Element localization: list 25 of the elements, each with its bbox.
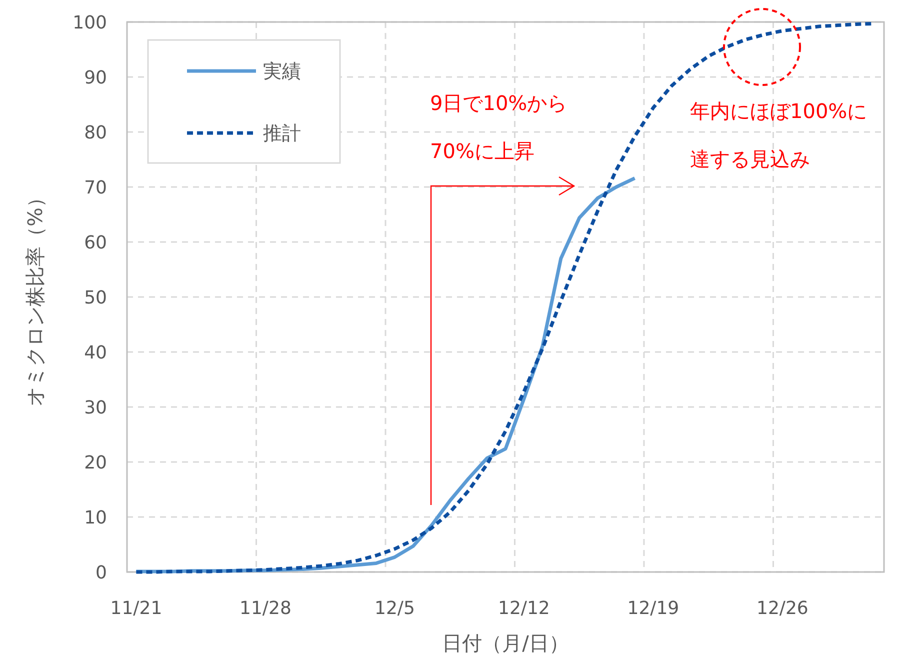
y-tick-label: 30 xyxy=(84,397,107,418)
y-tick-label: 70 xyxy=(84,177,107,198)
annotation: 年内にほぼ100%に xyxy=(690,99,868,123)
y-axis-title: オミクロン株比率（%） xyxy=(23,187,47,407)
y-tick-label: 50 xyxy=(84,287,107,308)
x-tick-label: 12/26 xyxy=(756,598,808,619)
x-axis-title: 日付（月/日） xyxy=(442,631,569,655)
x-tick-label: 12/5 xyxy=(374,598,415,619)
annotation: 達する見込み xyxy=(690,147,810,171)
x-tick-label: 11/28 xyxy=(240,598,292,619)
annotation: 9日で10%から xyxy=(430,91,568,115)
y-tick-label: 0 xyxy=(96,562,107,584)
x-tick-label: 11/21 xyxy=(110,598,162,619)
y-tick-label: 20 xyxy=(84,452,107,474)
annotation: 70%に上昇 xyxy=(430,139,534,163)
y-tick-label: 10 xyxy=(84,507,107,528)
y-tick-label: 80 xyxy=(84,122,107,144)
x-tick-label: 12/19 xyxy=(627,598,680,619)
y-tick-label: 40 xyxy=(84,342,107,364)
y-tick-label: 60 xyxy=(84,232,107,254)
legend-label: 推計 xyxy=(263,122,301,145)
x-tick-label: 12/12 xyxy=(498,598,550,619)
legend-label: 実績 xyxy=(263,60,301,83)
y-tick-label: 90 xyxy=(84,67,107,88)
y-tick-label: 100 xyxy=(72,12,107,34)
